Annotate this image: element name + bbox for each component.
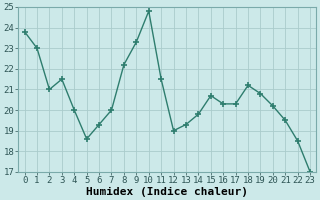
- X-axis label: Humidex (Indice chaleur): Humidex (Indice chaleur): [86, 186, 248, 197]
